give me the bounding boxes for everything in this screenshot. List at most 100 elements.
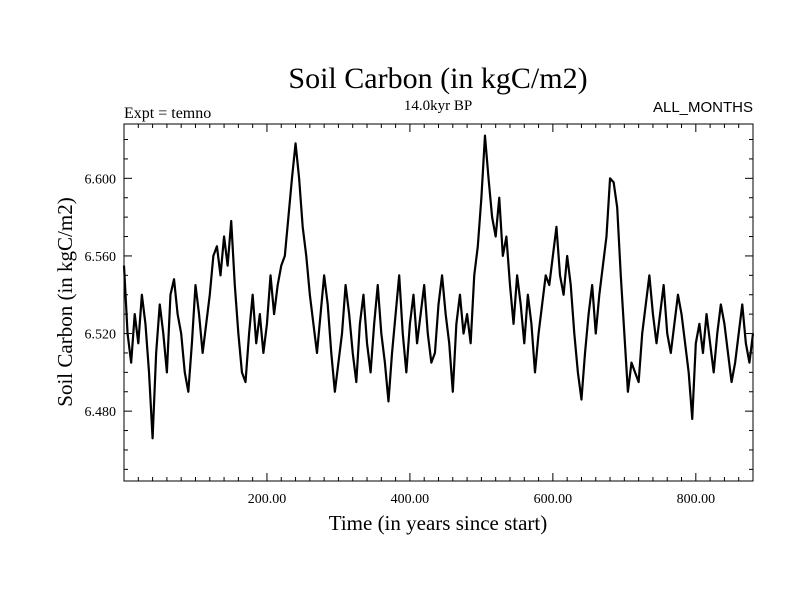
data-point: [252, 294, 254, 296]
data-point: [534, 371, 536, 373]
data-point: [202, 352, 204, 354]
data-point: [516, 274, 518, 276]
data-point: [559, 274, 561, 276]
data-point: [291, 177, 293, 179]
data-point: [584, 352, 586, 354]
data-point: [727, 352, 729, 354]
data-point: [352, 352, 354, 354]
data-point: [548, 284, 550, 286]
data-point: [487, 177, 490, 179]
data-point: [630, 362, 633, 364]
data-point: [341, 332, 343, 335]
data-point: [502, 255, 504, 257]
data-point: [445, 313, 447, 315]
data-point: [159, 303, 161, 306]
data-point: [605, 235, 608, 238]
data-point: [294, 142, 297, 145]
data-point: [187, 391, 189, 393]
data-point: [437, 303, 440, 306]
data-point: [348, 313, 350, 315]
data-point: [748, 362, 751, 364]
x-tick-label: 600.00: [534, 492, 573, 507]
data-point: [262, 352, 264, 354]
data-point: [287, 216, 289, 218]
data-point: [230, 220, 232, 222]
data-point: [344, 284, 347, 286]
y-tick-label: 6.600: [85, 172, 117, 187]
data-point: [562, 294, 565, 296]
data-point: [395, 313, 397, 315]
data-point: [702, 352, 704, 354]
data-point: [144, 323, 147, 325]
data-point: [598, 294, 600, 296]
data-point: [280, 265, 282, 267]
data-point: [462, 332, 465, 335]
data-point: [416, 342, 418, 344]
data-point: [588, 313, 590, 315]
data-point: [663, 284, 665, 286]
data-point: [545, 274, 547, 276]
data-point: [745, 342, 747, 344]
data-point: [738, 332, 740, 335]
data-point: [141, 294, 143, 296]
data-point: [648, 274, 650, 276]
data-point: [323, 274, 325, 276]
data-point: [277, 284, 279, 286]
data-point: [638, 381, 640, 383]
data-point: [248, 332, 250, 335]
data-point: [495, 235, 497, 238]
data-point: [412, 294, 415, 296]
data-point: [219, 274, 222, 276]
data-point: [680, 313, 683, 315]
data-point: [627, 391, 629, 393]
data-point: [716, 332, 718, 335]
data-point: [134, 313, 136, 315]
data-point: [148, 371, 150, 373]
data-point: [484, 135, 486, 137]
data-point: [541, 303, 543, 306]
data-point: [523, 342, 525, 344]
x-tick-label: 400.00: [391, 492, 430, 507]
data-point: [266, 323, 268, 325]
data-point: [709, 342, 711, 344]
data-point: [359, 323, 361, 325]
data-point: [434, 352, 436, 354]
data-point: [173, 278, 175, 280]
data-point: [477, 245, 479, 247]
data-point: [191, 342, 193, 344]
data-point: [194, 284, 197, 286]
data-point: [319, 313, 322, 315]
data-point: [405, 371, 407, 373]
x-axis: [137, 124, 740, 481]
data-point: [555, 226, 558, 228]
data-point: [273, 313, 275, 315]
data-point: [377, 284, 379, 286]
data-point: [659, 313, 661, 315]
data-point: [720, 303, 722, 306]
data-point: [223, 235, 225, 238]
x-tick-label: 200.00: [248, 492, 287, 507]
y-tick-label: 6.480: [85, 405, 117, 420]
data-point: [284, 255, 286, 257]
data-point: [491, 216, 493, 218]
data-point: [369, 371, 372, 373]
data-point: [609, 177, 611, 179]
data-point: [741, 303, 743, 306]
data-point: [259, 313, 261, 315]
data-point: [602, 265, 604, 267]
data-point: [537, 332, 540, 335]
data-point: [327, 303, 329, 306]
data-point: [151, 437, 154, 439]
data-point: [623, 332, 625, 335]
data-point: [655, 342, 658, 344]
data-point: [316, 352, 318, 354]
y-tick-label: 6.560: [85, 250, 117, 265]
data-point: [387, 400, 390, 403]
data-point: [391, 352, 393, 354]
data-point: [620, 274, 622, 276]
data-point: [312, 323, 315, 325]
data-point: [180, 332, 182, 335]
data-point: [473, 274, 475, 276]
data-point: [409, 323, 411, 325]
